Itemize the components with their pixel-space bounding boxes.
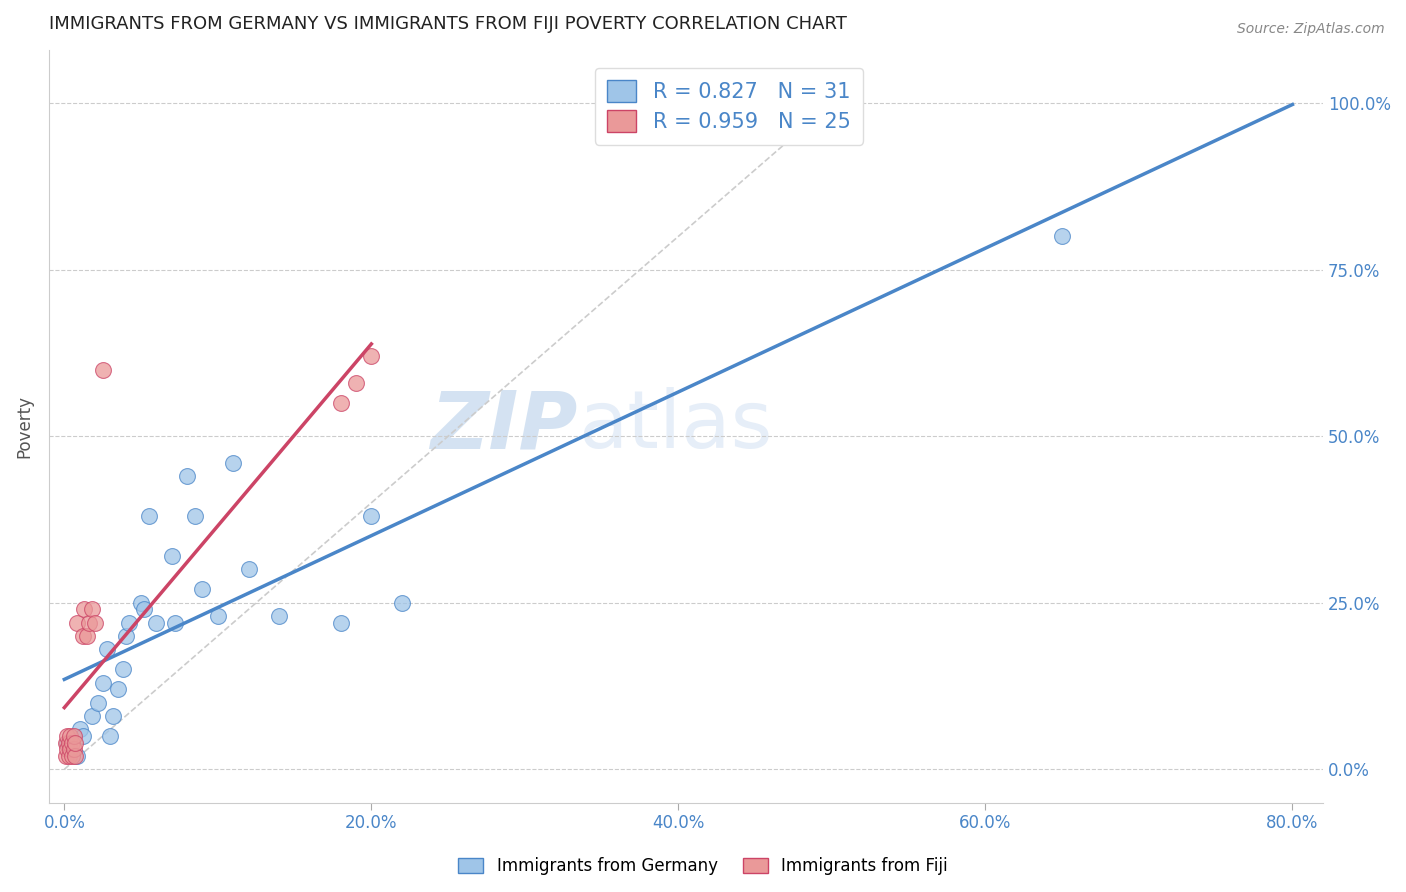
Point bbox=[60, 748, 83, 763]
Point bbox=[111, 662, 134, 676]
Point bbox=[360, 509, 382, 524]
Point bbox=[360, 349, 382, 363]
Point bbox=[145, 615, 167, 630]
Point bbox=[59, 742, 82, 756]
Point bbox=[76, 629, 98, 643]
Point bbox=[269, 609, 291, 624]
Point bbox=[80, 602, 103, 616]
Point bbox=[60, 736, 83, 750]
Point bbox=[58, 736, 80, 750]
Point bbox=[184, 509, 207, 524]
Point bbox=[176, 469, 198, 483]
Point bbox=[329, 396, 352, 410]
Point bbox=[77, 615, 100, 630]
Point bbox=[91, 362, 114, 376]
Point bbox=[191, 582, 214, 597]
Point bbox=[238, 562, 260, 576]
Y-axis label: Poverty: Poverty bbox=[15, 395, 32, 458]
Legend: R = 0.827   N = 31, R = 0.959   N = 25: R = 0.827 N = 31, R = 0.959 N = 25 bbox=[595, 68, 863, 145]
Point bbox=[103, 709, 125, 723]
Point bbox=[87, 696, 110, 710]
Point bbox=[72, 729, 94, 743]
Point bbox=[58, 748, 80, 763]
Point bbox=[72, 629, 94, 643]
Point bbox=[207, 609, 229, 624]
Point bbox=[62, 729, 84, 743]
Text: atlas: atlas bbox=[578, 387, 772, 466]
Point bbox=[59, 729, 82, 743]
Point bbox=[163, 615, 186, 630]
Point bbox=[129, 596, 152, 610]
Point bbox=[222, 456, 245, 470]
Point bbox=[55, 748, 77, 763]
Text: IMMIGRANTS FROM GERMANY VS IMMIGRANTS FROM FIJI POVERTY CORRELATION CHART: IMMIGRANTS FROM GERMANY VS IMMIGRANTS FR… bbox=[49, 15, 846, 33]
Legend: Immigrants from Germany, Immigrants from Fiji: Immigrants from Germany, Immigrants from… bbox=[450, 849, 956, 884]
Point bbox=[55, 736, 77, 750]
Point bbox=[73, 602, 96, 616]
Point bbox=[62, 742, 84, 756]
Point bbox=[80, 709, 103, 723]
Point bbox=[344, 376, 367, 390]
Point bbox=[56, 742, 79, 756]
Point bbox=[1050, 229, 1073, 244]
Text: ZIP: ZIP bbox=[430, 387, 578, 466]
Point bbox=[69, 723, 91, 737]
Text: Source: ZipAtlas.com: Source: ZipAtlas.com bbox=[1237, 22, 1385, 37]
Point bbox=[114, 629, 136, 643]
Point bbox=[100, 729, 122, 743]
Point bbox=[96, 642, 118, 657]
Point bbox=[63, 736, 86, 750]
Point bbox=[138, 509, 160, 524]
Point bbox=[160, 549, 183, 563]
Point bbox=[56, 736, 79, 750]
Point bbox=[329, 615, 352, 630]
Point bbox=[91, 675, 114, 690]
Point bbox=[65, 748, 87, 763]
Point bbox=[107, 682, 129, 697]
Point bbox=[56, 729, 79, 743]
Point bbox=[391, 596, 413, 610]
Point bbox=[63, 748, 86, 763]
Point bbox=[84, 615, 107, 630]
Point bbox=[118, 615, 141, 630]
Point bbox=[65, 615, 87, 630]
Point bbox=[134, 602, 156, 616]
